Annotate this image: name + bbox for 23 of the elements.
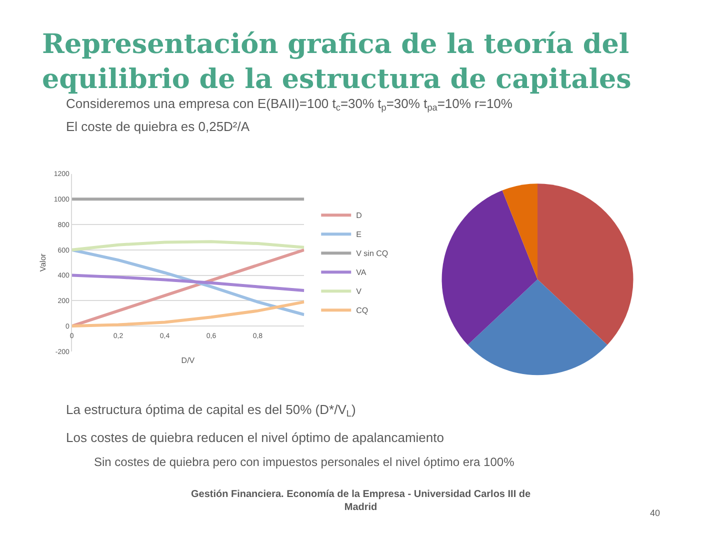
line-series: [72, 240, 304, 252]
text: La estructura óptima de capital es del 50% (D*/V$_{L}$): [66, 402, 356, 419]
text: 40: [650, 508, 660, 518]
line-series: [72, 300, 304, 328]
x-axis-title: D/V: [181, 356, 196, 366]
legend-label: D: [356, 211, 362, 220]
legend-label: V sin CQ: [356, 249, 388, 258]
legend-label: CQ: [356, 306, 368, 316]
pie-slice: [468, 279, 608, 375]
legend-label: VA: [356, 268, 367, 278]
y-axis-title: Valor: [38, 253, 48, 272]
text: Consideremos una empresa con E(BAII)=100 t$_{c}$=30% t$_{p}$=30% t$_{pa}$=10% r=10%: [66, 96, 513, 113]
pie-slice: [442, 190, 538, 345]
line-series: [72, 274, 304, 292]
pie-slice: [502, 184, 538, 280]
legend-label: E: [356, 230, 362, 240]
chart-title: Representación grafica de la teoría del equilibrio de la estructura de capitales: [42, 29, 632, 96]
text: Los costes de quiebra reducen el nivel óptimo de apalancamiento: [66, 430, 444, 445]
text: Gestión Financiera. Economía de la Empresa - Universidad Carlos III de Madrid: [191, 489, 531, 513]
text: El coste de quiebra es 0,25D²/A: [66, 119, 250, 134]
pie-slice: [538, 184, 634, 345]
text: Sin costes de quiebra pero con impuestos personales el nivel óptimo era 100%: [94, 455, 515, 469]
legend-label: V: [356, 287, 362, 296]
